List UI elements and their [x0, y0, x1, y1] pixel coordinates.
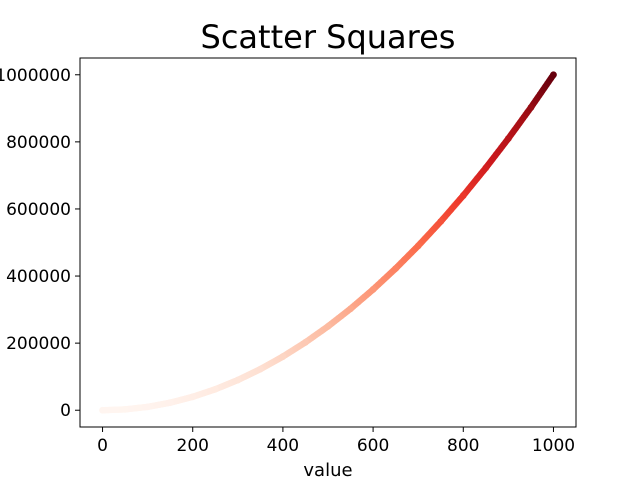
chart-title: Scatter Squares: [201, 18, 456, 56]
scatter-point: [166, 399, 174, 407]
x-tick-label: 1000: [532, 436, 575, 456]
scatter-point: [256, 365, 264, 373]
y-axis-ticks: 0 200000 400000 600000 800000 1000000: [0, 66, 80, 421]
scatter-point: [482, 164, 490, 172]
scatter-point: [211, 385, 219, 393]
scatter-points: [99, 71, 557, 414]
x-axis-label: value: [303, 460, 352, 480]
x-tick-label: 800: [447, 436, 479, 456]
scatter-point: [414, 242, 422, 250]
scatter-point: [527, 104, 535, 111]
x-tick-label: 0: [97, 436, 108, 456]
scatter-point: [279, 353, 287, 360]
scatter-point: [437, 218, 445, 225]
scatter-point: [234, 376, 242, 384]
scatter-point: [144, 403, 152, 411]
y-tick-label: 1000000: [0, 66, 71, 86]
x-tick-label: 600: [357, 436, 389, 456]
scatter-point: [504, 135, 512, 142]
scatter-point-trail: [100, 72, 556, 414]
scatter-point: [392, 265, 400, 272]
scatter-point: [121, 405, 129, 413]
scatter-point: [550, 71, 557, 79]
scatter-point: [99, 406, 106, 414]
y-tick-label: 800000: [6, 133, 71, 153]
scatter-point: [302, 338, 309, 346]
x-axis-ticks: 0 200 400 600 800 1000: [97, 427, 575, 456]
x-tick-label: 400: [267, 436, 299, 456]
y-tick-label: 0: [60, 401, 71, 421]
y-tick-label: 400000: [6, 267, 71, 287]
scatter-point: [347, 305, 354, 313]
y-tick-label: 200000: [6, 334, 71, 354]
scatter-point: [189, 393, 197, 401]
scatter-point: [459, 192, 467, 199]
scatter-point: [369, 286, 377, 293]
plot-frame: [79, 57, 577, 428]
x-tick-label: 200: [177, 436, 209, 456]
y-tick-label: 600000: [6, 200, 71, 220]
scatter-point: [324, 322, 332, 330]
